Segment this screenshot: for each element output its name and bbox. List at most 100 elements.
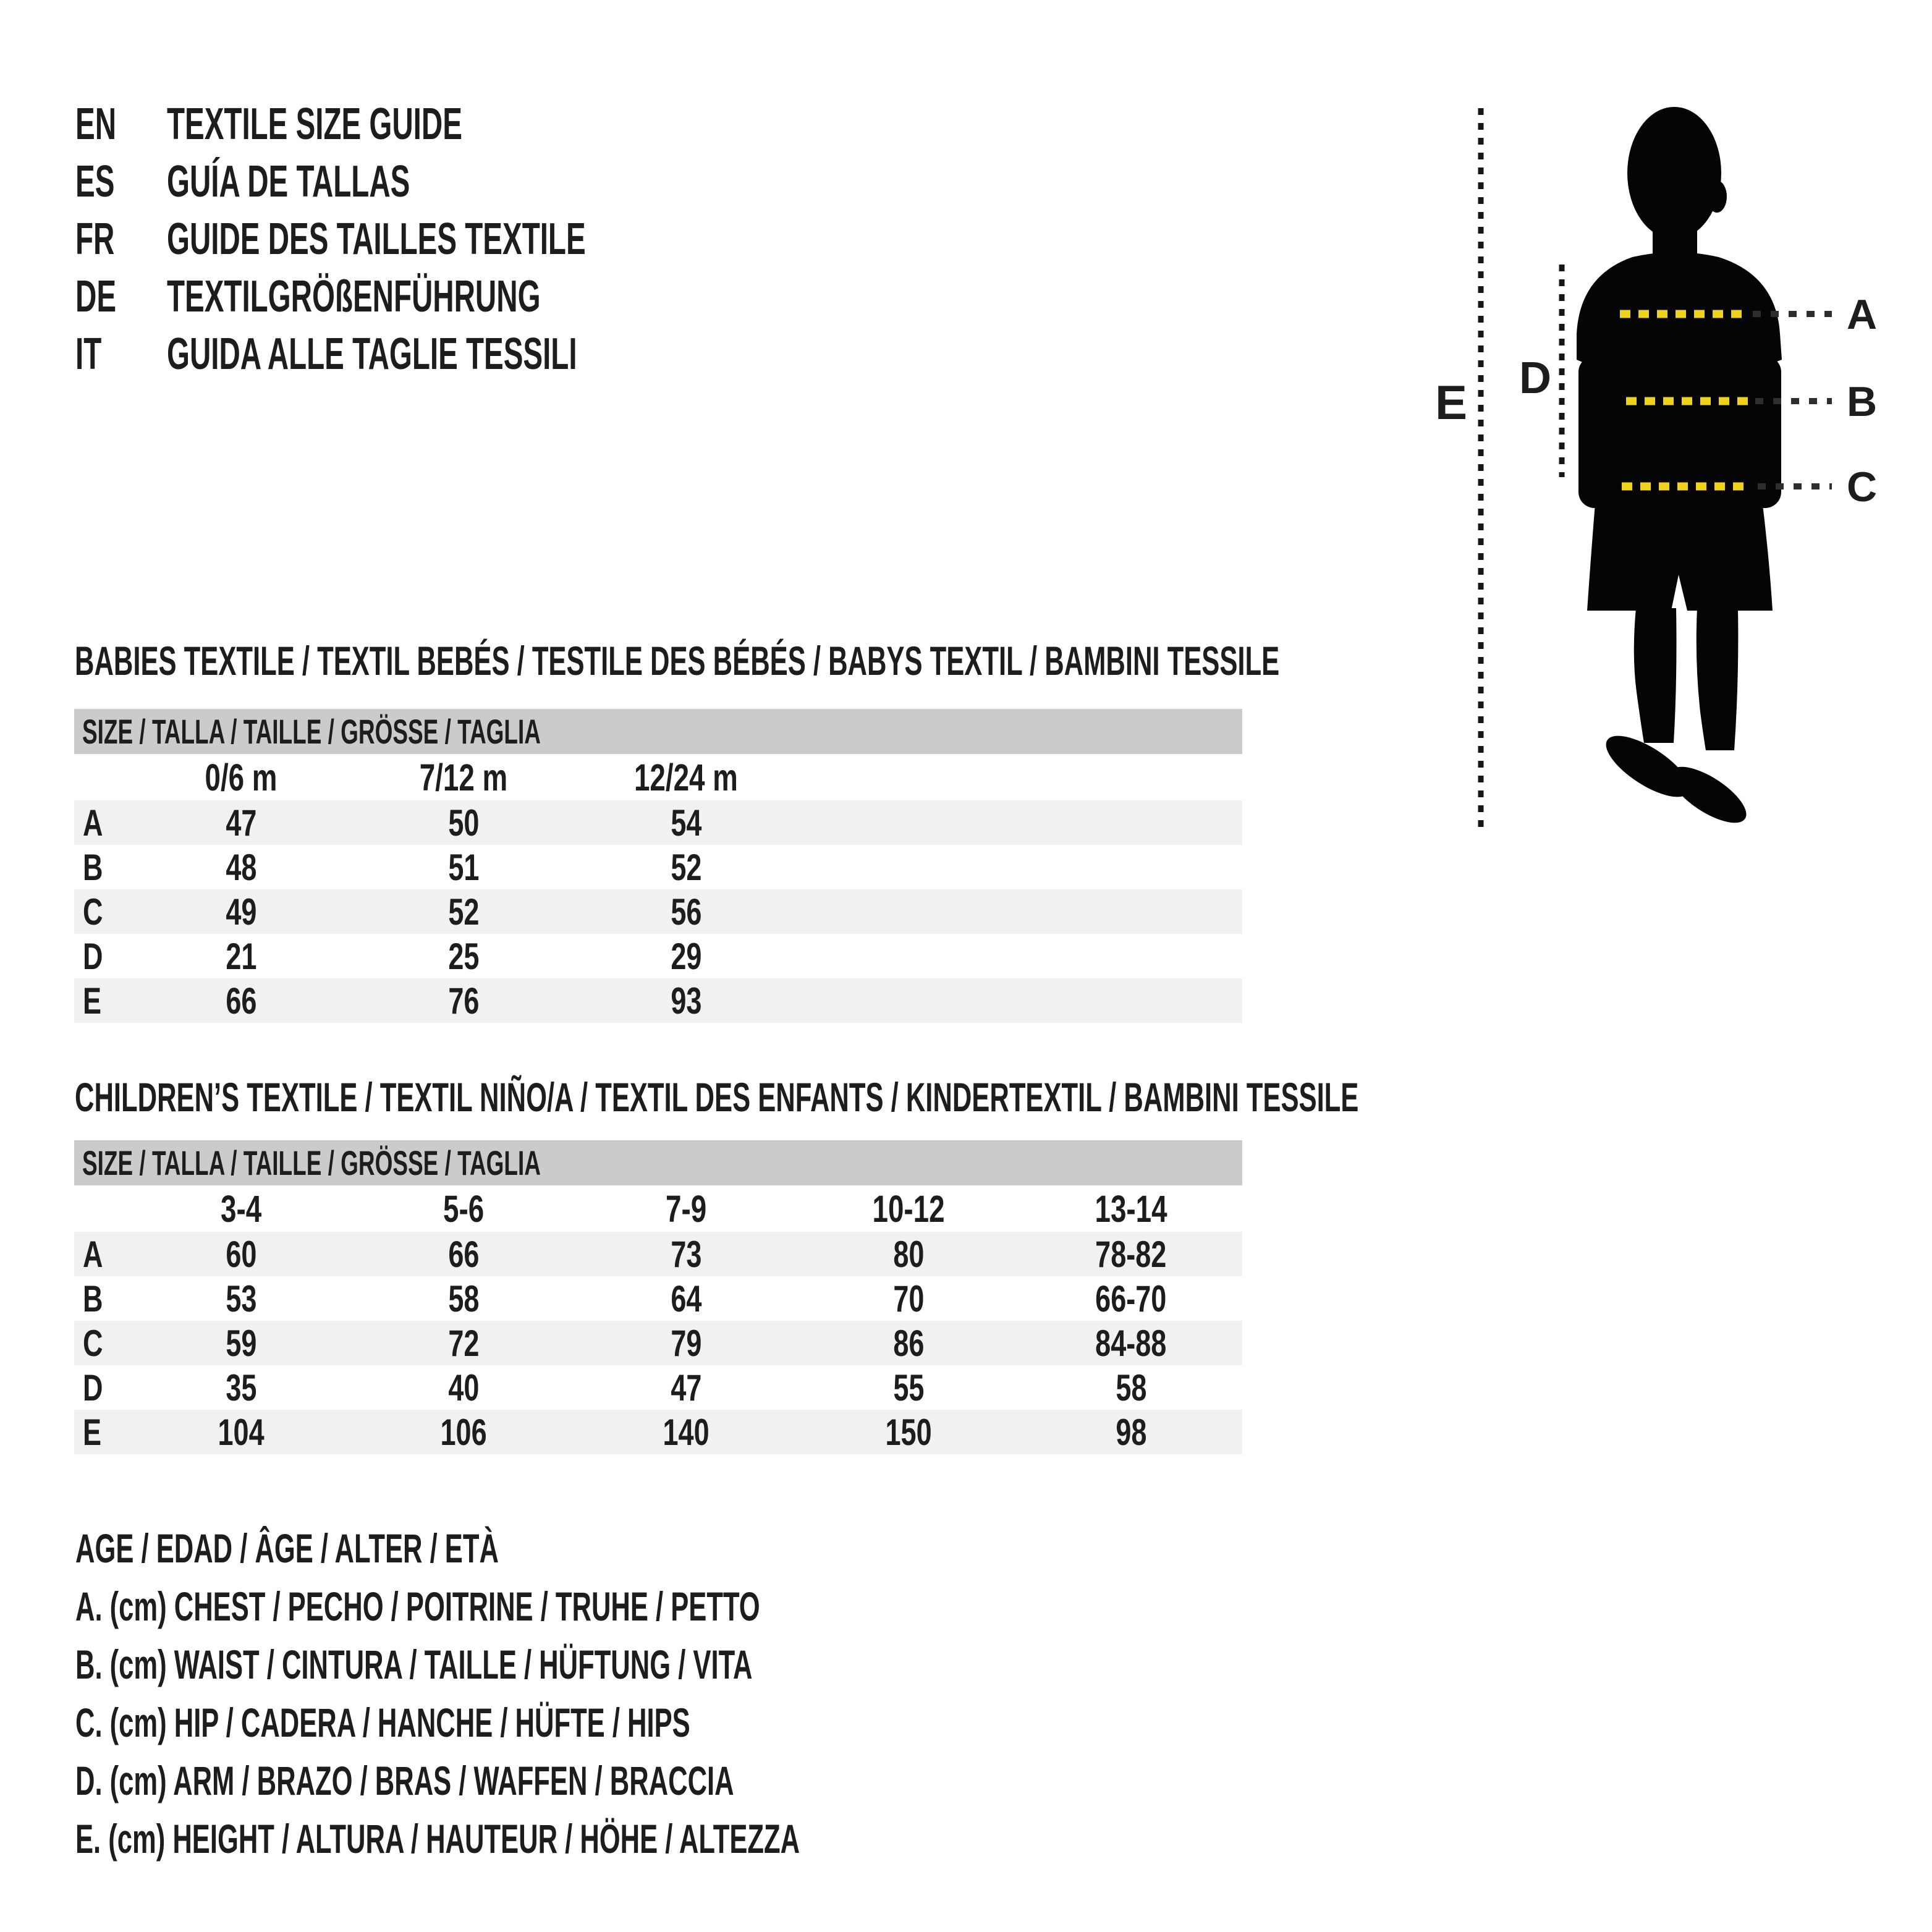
row-label: D	[83, 1366, 103, 1409]
height-label: E	[1435, 375, 1467, 430]
guide-title-en: TEXTILE SIZE GUIDE	[167, 99, 462, 149]
column-header: 10-12	[872, 1187, 945, 1230]
legend-waist: B. (cm) WAIST / CINTURA / TAILLE / HÜFTU…	[75, 1642, 753, 1687]
babies-size-header-bar: SIZE / TALLA / TAILLE / GRÖSSE / TAGLIA	[74, 709, 1242, 754]
table-row-c: C 59 72 79 86 84-88	[74, 1321, 1242, 1365]
table-cell: 76	[447, 980, 480, 1022]
table-cell: 47	[225, 802, 257, 844]
table-cell: 21	[225, 935, 257, 977]
language-row-de: DE TEXTILGRÖßENFÜHRUNG	[75, 268, 802, 325]
table-cell: 58	[1115, 1366, 1147, 1409]
table-cell: 58	[447, 1277, 480, 1320]
row-label: C	[83, 1322, 103, 1364]
children-size-header-bar: SIZE / TALLA / TAILLE / GRÖSSE / TAGLIA	[74, 1140, 1242, 1185]
children-column-header-row: 3-4 5-6 7-9 10-12 13-14	[74, 1185, 1242, 1232]
table-cell: 73	[670, 1233, 702, 1275]
children-section-title: CHILDREN’S TEXTILE / TEXTIL NIÑO/A / TEX…	[75, 1074, 1359, 1120]
babies-column-header-row: 0/6 m 7/12 m 12/24 m	[74, 754, 1242, 800]
row-label: E	[83, 1411, 102, 1453]
chest-label: A	[1847, 291, 1877, 338]
guide-title-it: GUIDA ALLE TAGLIE TESSILI	[167, 329, 577, 379]
row-label: E	[83, 980, 102, 1022]
table-cell: 40	[447, 1366, 480, 1409]
table-cell: 72	[447, 1322, 480, 1364]
table-cell: 93	[670, 980, 702, 1022]
table-cell: 66	[447, 1233, 480, 1275]
table-cell: 48	[225, 846, 257, 888]
table-cell: 104	[218, 1411, 265, 1453]
table-cell: 66-70	[1095, 1277, 1167, 1320]
column-header: 5-6	[443, 1187, 485, 1230]
size-header-label: SIZE / TALLA / TAILLE / GRÖSSE / TAGLIA	[82, 1143, 541, 1182]
table-row-d: D 35 40 47 55 58	[74, 1365, 1242, 1410]
language-code: FR	[75, 214, 115, 264]
table-cell: 25	[447, 935, 480, 977]
table-cell: 51	[447, 846, 480, 888]
table-cell: 56	[670, 891, 702, 933]
guide-title-fr: GUIDE DES TAILLES TEXTILE	[167, 214, 586, 264]
table-cell: 52	[447, 891, 480, 933]
hip-label: C	[1847, 464, 1877, 511]
table-cell: 86	[892, 1322, 925, 1364]
table-cell: 70	[892, 1277, 925, 1320]
legend-height: E. (cm) HEIGHT / ALTURA / HAUTEUR / HÖHE…	[75, 1816, 800, 1862]
table-cell: 78-82	[1095, 1233, 1167, 1275]
language-title-list: EN TEXTILE SIZE GUIDE ES GUÍA DE TALLAS …	[75, 95, 802, 383]
column-header: 13-14	[1095, 1187, 1167, 1230]
language-code: ES	[75, 156, 115, 206]
table-cell: 29	[670, 935, 702, 977]
column-header: 7/12 m	[419, 756, 508, 799]
table-cell: 59	[225, 1322, 257, 1364]
language-row-es: ES GUÍA DE TALLAS	[75, 153, 802, 210]
language-row-fr: FR GUIDE DES TAILLES TEXTILE	[75, 210, 802, 268]
table-row-c: C 49 52 56	[74, 889, 1242, 934]
children-size-table: SIZE / TALLA / TAILLE / GRÖSSE / TAGLIA …	[74, 1140, 1242, 1454]
table-cell: 140	[663, 1411, 710, 1453]
table-cell: 35	[225, 1366, 257, 1409]
table-row-e: E 104 106 140 150 98	[74, 1410, 1242, 1454]
language-row-en: EN TEXTILE SIZE GUIDE	[75, 95, 802, 153]
row-label: A	[83, 802, 103, 844]
table-cell: 150	[885, 1411, 932, 1453]
guide-title-de: TEXTILGRÖßENFÜHRUNG	[167, 271, 541, 321]
language-code: EN	[75, 99, 117, 149]
language-code: DE	[75, 271, 117, 321]
child-silhouette-icon	[1577, 107, 1782, 823]
row-label: B	[83, 846, 103, 888]
language-row-it: IT GUIDA ALLE TAGLIE TESSILI	[75, 325, 802, 383]
table-cell: 53	[225, 1277, 257, 1320]
table-cell: 106	[440, 1411, 487, 1453]
table-cell: 50	[447, 802, 480, 844]
legend-age: AGE / EDAD / ÂGE / ALTER / ETÀ	[75, 1525, 499, 1571]
measurement-diagram: A B C D E	[1435, 107, 1877, 828]
table-row-b: B 48 51 52	[74, 845, 1242, 889]
table-row-a: A 47 50 54	[74, 800, 1242, 845]
table-cell: 60	[225, 1233, 257, 1275]
table-row-e: E 66 76 93	[74, 978, 1242, 1023]
row-label: D	[83, 935, 103, 977]
column-header: 12/24 m	[634, 756, 738, 799]
column-header: 3-4	[220, 1187, 262, 1230]
language-code: IT	[75, 329, 102, 379]
table-cell: 79	[670, 1322, 702, 1364]
babies-section-title: BABIES TEXTILE / TEXTIL BEBÉS / TESTILE …	[75, 638, 1280, 684]
table-cell: 49	[225, 891, 257, 933]
column-header: 0/6 m	[205, 756, 278, 799]
table-cell: 80	[892, 1233, 925, 1275]
table-cell: 55	[892, 1366, 925, 1409]
column-header: 7-9	[665, 1187, 707, 1230]
guide-title-es: GUÍA DE TALLAS	[167, 156, 410, 206]
table-cell: 84-88	[1095, 1322, 1167, 1364]
table-cell: 64	[670, 1277, 702, 1320]
legend-arm: D. (cm) ARM / BRAZO / BRAS / WAFFEN / BR…	[75, 1758, 734, 1803]
table-cell: 47	[670, 1366, 702, 1409]
table-cell: 98	[1115, 1411, 1147, 1453]
legend-chest: A. (cm) CHEST / PECHO / POITRINE / TRUHE…	[75, 1583, 760, 1629]
arm-label: D	[1519, 354, 1551, 403]
waist-label: B	[1847, 378, 1877, 425]
table-row-d: D 21 25 29	[74, 934, 1242, 978]
table-cell: 66	[225, 980, 257, 1022]
size-header-label: SIZE / TALLA / TAILLE / GRÖSSE / TAGLIA	[82, 712, 541, 751]
legend-hip: C. (cm) HIP / CADERA / HANCHE / HÜFTE / …	[75, 1700, 690, 1745]
